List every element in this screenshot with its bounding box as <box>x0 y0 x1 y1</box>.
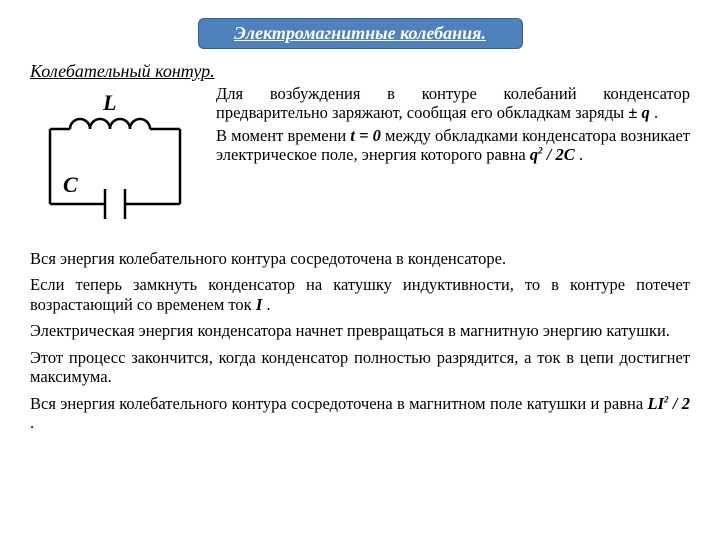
formula-energy-l: LI2 / 2 <box>647 394 690 413</box>
inductor-label: L <box>102 90 116 115</box>
paragraph-1: Для возбуждения в контуре колебаний конд… <box>216 84 690 123</box>
f-div2: / 2 <box>669 394 690 413</box>
p1-text-b: . <box>654 103 658 122</box>
p7-text-a: Вся энергия колебательного контура сосре… <box>30 394 647 413</box>
p4-text-b: . <box>266 295 270 314</box>
body-text: Вся энергия колебательного контура сосре… <box>30 249 690 433</box>
subtitle: Колебательный контур. <box>30 61 690 82</box>
p2-text-a: В момент времени <box>216 126 350 145</box>
paragraph-4: Если теперь замкнуть конденсатор на кату… <box>30 275 690 314</box>
paragraph-3: Вся энергия колебательного контура сосре… <box>30 249 690 268</box>
formula-charge: ± q <box>628 103 649 122</box>
formula-current: I <box>256 295 262 314</box>
p1-text-a: Для возбуждения в контуре колебаний конд… <box>216 84 690 122</box>
formula-energy-c: q2 / 2C <box>530 145 575 164</box>
paragraph-5: Электрическая энергия конденсатора начне… <box>30 321 690 340</box>
f-q: q <box>530 145 538 164</box>
f-2c: / 2C <box>543 145 575 164</box>
top-section: L C Для возбуждения в контуре колебаний … <box>30 84 690 239</box>
lc-circuit-diagram: L C <box>30 84 200 239</box>
page-title: Электромагнитные колебания. <box>198 18 523 49</box>
paragraph-6: Этот процесс закончится, когда конденсат… <box>30 348 690 387</box>
f-li: LI <box>647 394 664 413</box>
capacitor-label: C <box>63 172 78 197</box>
paragraph-7: Вся энергия колебательного контура сосре… <box>30 394 690 433</box>
circuit-svg: L C <box>30 84 200 234</box>
p4-text-a: Если теперь замкнуть конденсатор на кату… <box>30 275 690 313</box>
p2-text-c: . <box>579 145 583 164</box>
p7-text-b: . <box>30 413 34 432</box>
paragraph-2: В момент времени t = 0 между обкладками … <box>216 126 690 165</box>
formula-t0: t = 0 <box>350 126 381 145</box>
intro-text: Для возбуждения в контуре колебаний конд… <box>216 84 690 239</box>
